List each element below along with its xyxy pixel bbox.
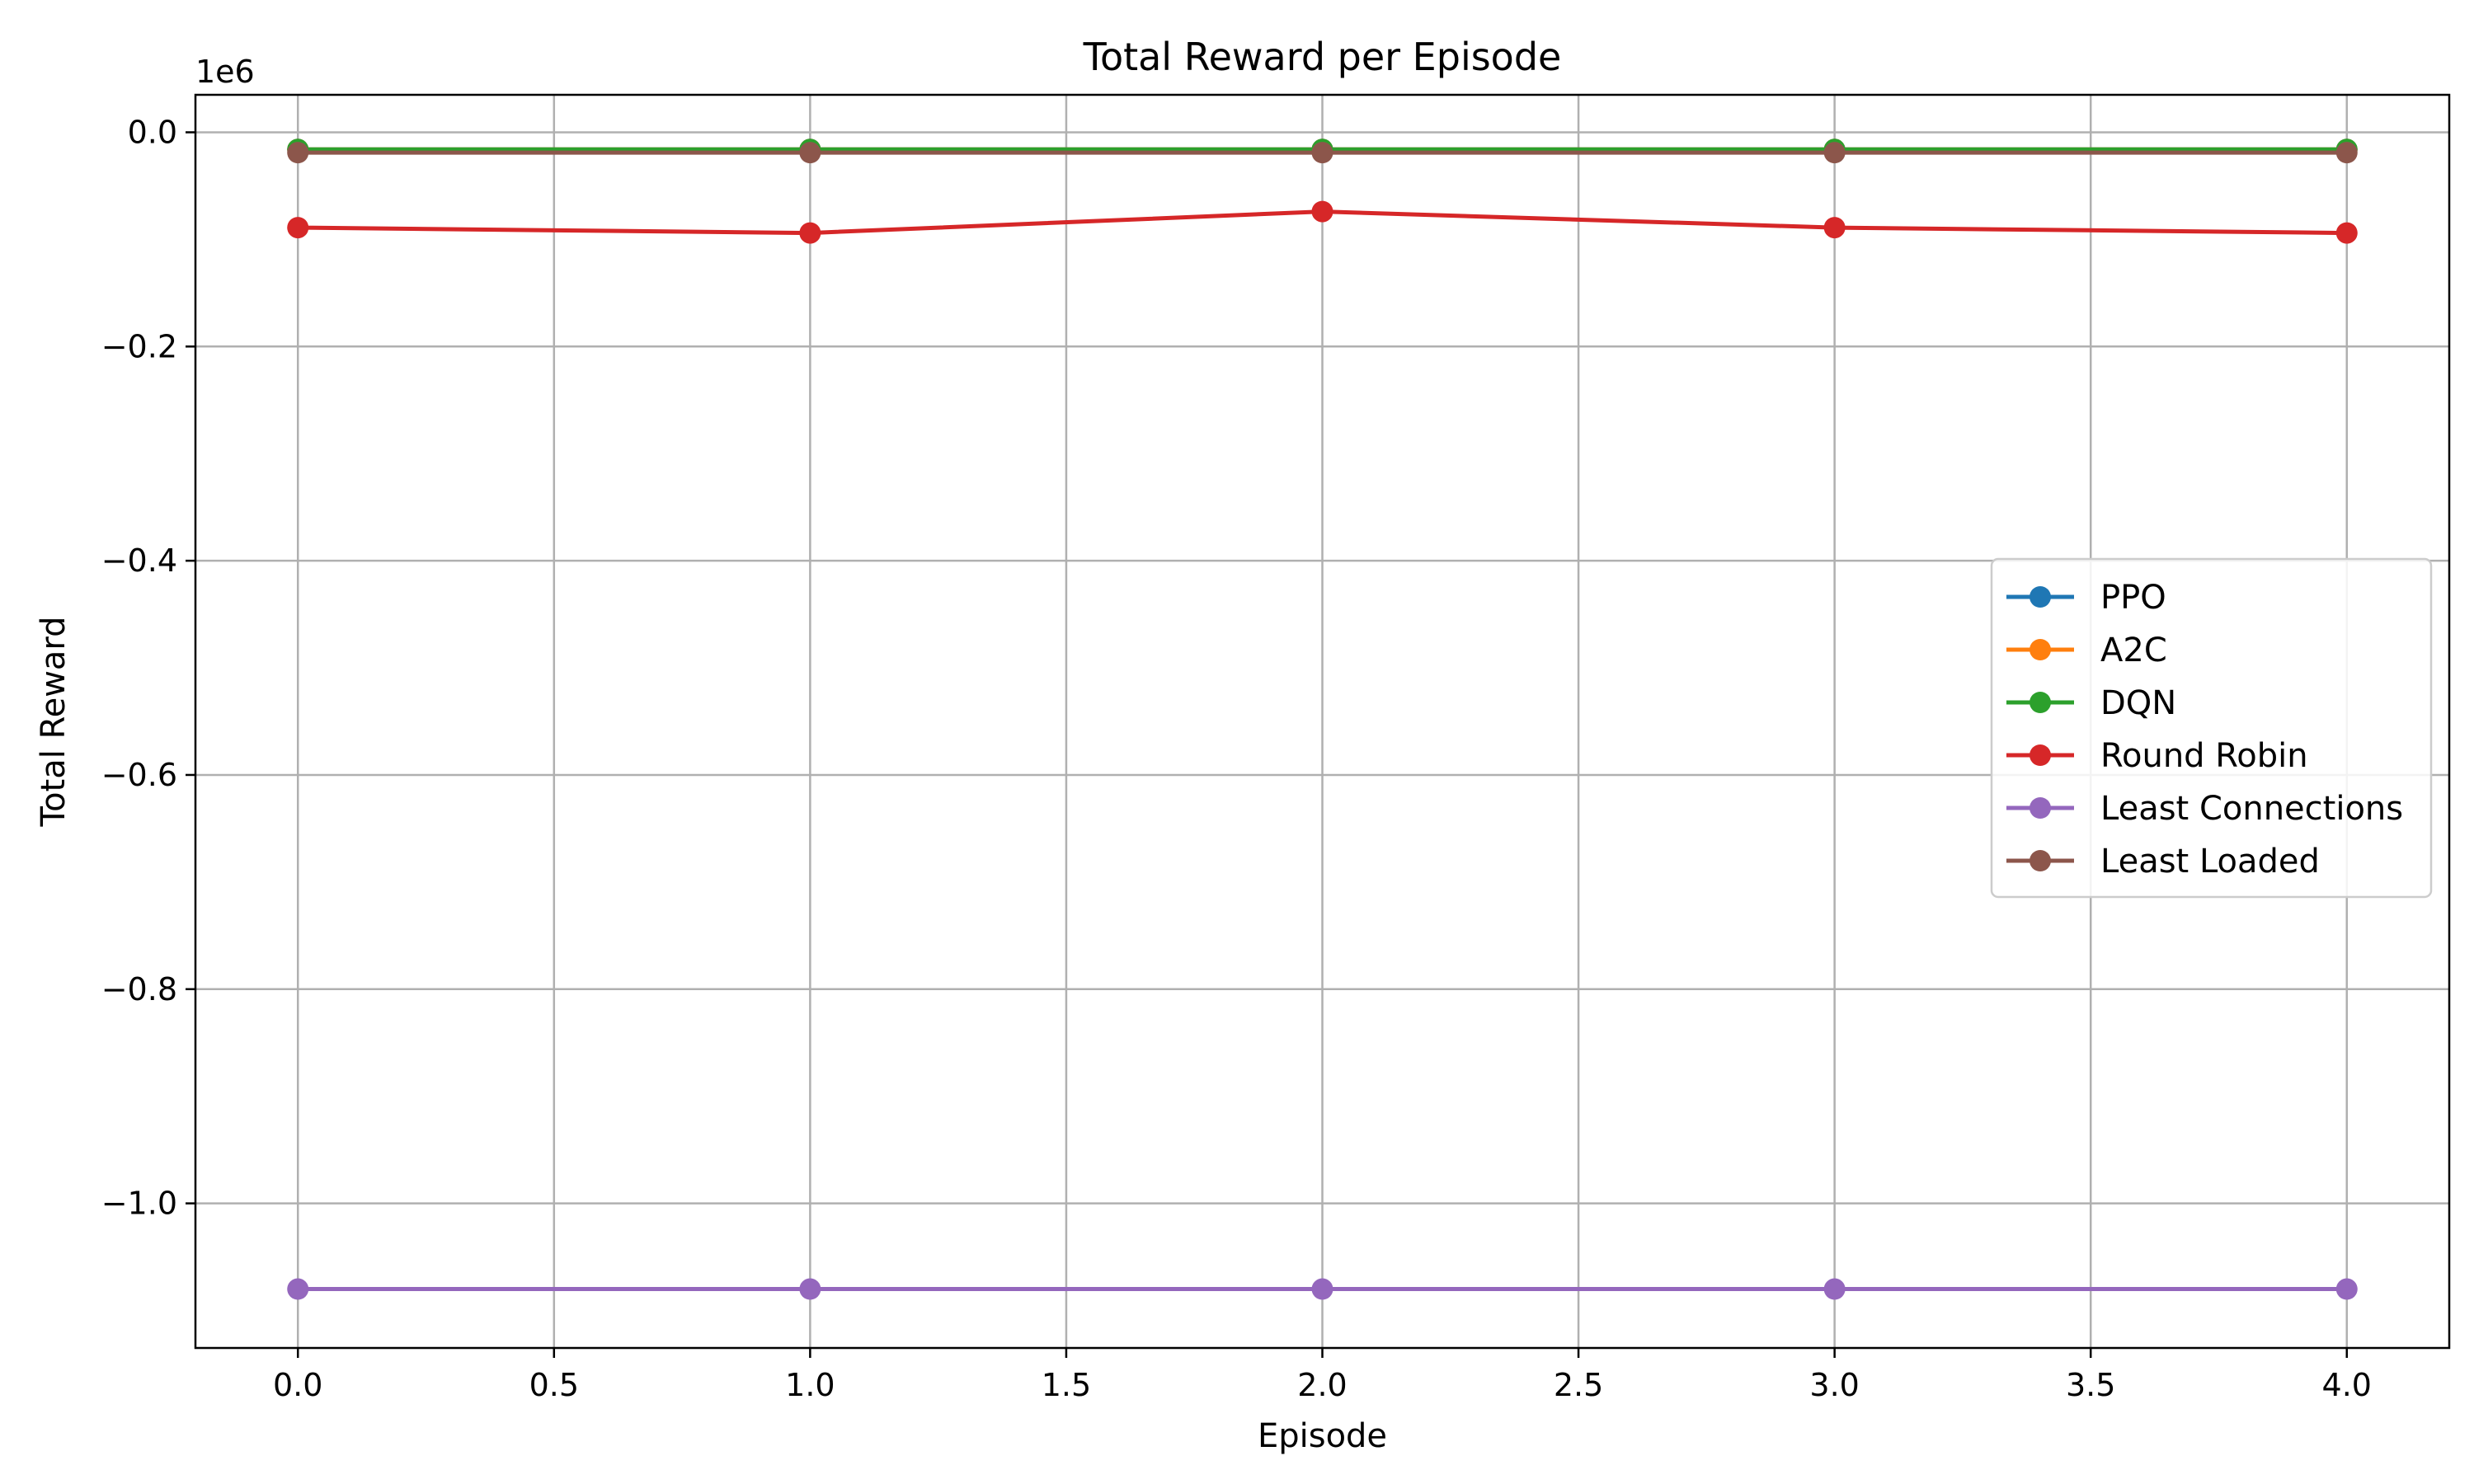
y-tick-label: −0.2 xyxy=(101,328,177,364)
data-point xyxy=(287,1278,309,1300)
chart-title: Total Reward per Episode xyxy=(1083,35,1562,79)
legend-marker xyxy=(2030,744,2051,766)
data-point xyxy=(799,222,821,244)
legend-label: DQN xyxy=(2100,684,2176,722)
x-tick-label: 3.0 xyxy=(1809,1367,1859,1403)
legend-item: Least Connections xyxy=(2006,790,2403,828)
data-point xyxy=(1311,142,1333,164)
x-tick-label: 1.5 xyxy=(1042,1367,1091,1403)
legend: PPO A2C DQN Round Robin Least Connections Lea… xyxy=(1990,557,2433,899)
data-point xyxy=(2335,142,2358,164)
y-axis-ticks: 0.0 −0.2 −0.4 −0.6 −0.8 −1.0 xyxy=(101,114,195,1222)
legend-marker xyxy=(2030,850,2051,871)
grid xyxy=(195,95,2449,1348)
x-tick-label: 2.5 xyxy=(1554,1367,1603,1403)
data-point xyxy=(799,1278,821,1300)
x-axis-title: Episode xyxy=(1258,1417,1387,1455)
data-point xyxy=(1311,200,1333,223)
x-tick-label: 3.5 xyxy=(2066,1367,2115,1403)
data-point xyxy=(1823,217,1846,239)
data-point xyxy=(287,217,309,239)
x-tick-label: 2.0 xyxy=(1297,1367,1347,1403)
legend-item: A2C xyxy=(2006,632,2167,669)
data-point xyxy=(2335,1278,2358,1300)
x-tick-label: 4.0 xyxy=(2322,1367,2372,1403)
legend-label: Least Connections xyxy=(2100,790,2403,828)
data-point xyxy=(1823,142,1846,164)
legend-label: Round Robin xyxy=(2100,737,2308,775)
legend-item: PPO xyxy=(2006,579,2166,617)
y-tick-label: −0.4 xyxy=(101,542,177,579)
data-point xyxy=(1823,1278,1846,1300)
data-point xyxy=(799,142,821,164)
legend-marker xyxy=(2030,692,2051,713)
y-tick-label: −0.6 xyxy=(101,757,177,793)
y-tick-label: −0.8 xyxy=(101,971,177,1007)
y-axis-offset-label: 1e6 xyxy=(195,54,255,90)
legend-box xyxy=(1990,557,2433,899)
y-tick-label: −1.0 xyxy=(101,1186,177,1222)
data-point xyxy=(1311,1278,1333,1300)
series-layer xyxy=(287,139,2358,1300)
legend-item: Round Robin xyxy=(2006,737,2308,775)
series-least-connections xyxy=(287,1278,2358,1300)
x-axis-ticks: 0.0 0.5 1.0 1.5 2.0 2.5 3.0 3.5 4.0 xyxy=(273,1348,2372,1403)
series-least-loaded xyxy=(287,142,2358,164)
legend-marker xyxy=(2030,797,2051,819)
legend-item: Least Loaded xyxy=(2006,843,2320,881)
y-tick-label: 0.0 xyxy=(128,114,177,150)
legend-label: Least Loaded xyxy=(2100,843,2320,881)
data-point xyxy=(287,142,309,164)
x-tick-label: 0.0 xyxy=(273,1367,322,1403)
y-axis-title: Total Reward xyxy=(35,616,73,827)
legend-item: DQN xyxy=(2006,684,2176,722)
legend-marker xyxy=(2030,586,2051,608)
series-round-robin xyxy=(287,200,2358,244)
data-point xyxy=(2335,222,2358,244)
legend-label: PPO xyxy=(2100,579,2166,617)
x-tick-label: 0.5 xyxy=(529,1367,579,1403)
legend-label: A2C xyxy=(2100,632,2167,669)
legend-marker xyxy=(2030,639,2051,660)
x-tick-label: 1.0 xyxy=(785,1367,835,1403)
